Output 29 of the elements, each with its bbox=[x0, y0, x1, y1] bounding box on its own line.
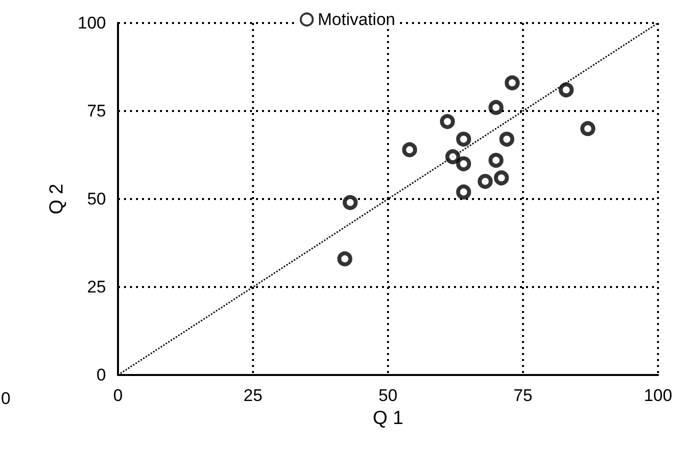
point bbox=[402, 142, 418, 158]
x-tick-label: 100 bbox=[644, 386, 672, 405]
x-tick-label: 0 bbox=[113, 386, 123, 405]
x-axis-title: Q 1 bbox=[372, 408, 404, 429]
y-axis-title: Q 2 bbox=[46, 184, 68, 214]
point bbox=[445, 149, 460, 164]
point bbox=[494, 170, 509, 186]
x-tick-label: 25 bbox=[244, 386, 262, 405]
point bbox=[456, 184, 472, 200]
y-tick-label: 75 bbox=[87, 102, 106, 120]
y-tick-label: 25 bbox=[87, 278, 106, 296]
point bbox=[499, 132, 514, 147]
point bbox=[558, 82, 574, 98]
point bbox=[456, 156, 472, 172]
point bbox=[504, 75, 520, 90]
point bbox=[440, 114, 455, 130]
point bbox=[478, 174, 493, 189]
x-tick-label: 75 bbox=[514, 386, 532, 405]
y-tick-label: 100 bbox=[78, 14, 106, 32]
x-tick-label: 50 bbox=[378, 386, 398, 405]
y-tick-label: 0 bbox=[96, 366, 106, 384]
legend-label: Motivation bbox=[318, 10, 396, 29]
point bbox=[488, 152, 504, 168]
point bbox=[456, 132, 472, 147]
point bbox=[488, 100, 504, 115]
point bbox=[342, 195, 358, 210]
y-tick-label: 50 bbox=[87, 190, 106, 208]
point bbox=[337, 251, 352, 266]
point bbox=[580, 121, 596, 136]
